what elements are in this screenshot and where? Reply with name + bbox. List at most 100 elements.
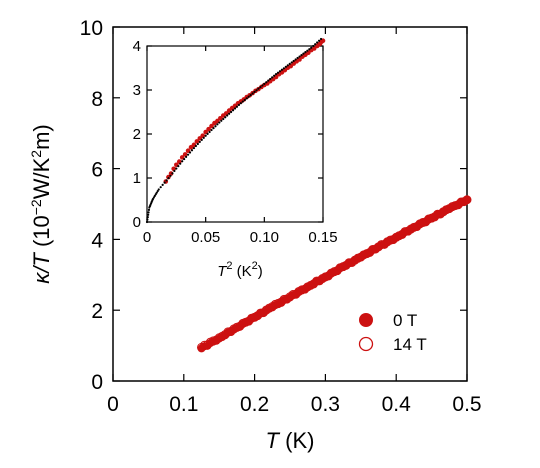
inset-fit-point xyxy=(314,43,317,46)
inset-fit-point xyxy=(153,194,156,197)
inset-fit-point xyxy=(298,55,301,58)
inset-fit-point xyxy=(308,48,311,51)
main-point-14t xyxy=(279,294,289,304)
inset-y-tick-label: 0 xyxy=(133,214,141,231)
inset-fit-point xyxy=(265,81,268,84)
main-point-14t xyxy=(285,292,295,302)
main-series xyxy=(197,195,472,353)
main-point-14t xyxy=(438,207,448,217)
inset-fit-point xyxy=(261,84,264,87)
inset-fit-point xyxy=(280,68,284,71)
main-x-axis-title: T (K) xyxy=(266,428,315,453)
main-x-tick-label: 0.5 xyxy=(452,393,481,416)
inset-x-tick-label: 0 xyxy=(143,229,151,246)
main-point-14t xyxy=(347,257,357,267)
main-point-14t xyxy=(323,271,333,281)
main-point-14t xyxy=(344,258,354,268)
main-point-14t xyxy=(385,235,395,245)
main-point-14t xyxy=(374,242,383,252)
inset-fit-point xyxy=(190,149,194,152)
main-point-14t xyxy=(258,308,268,318)
inset-fit-point xyxy=(226,114,229,117)
inset-point-s0 xyxy=(194,139,200,144)
inset-fit-point xyxy=(317,39,321,42)
main-point-14t xyxy=(371,244,381,254)
inset-fit-point xyxy=(312,44,315,48)
inset-fit-point xyxy=(294,58,297,61)
main-point-14t xyxy=(309,279,319,289)
inset-fit-point xyxy=(177,165,180,168)
inset-point-s0 xyxy=(218,115,223,121)
inset-x-axis-title: T2 (K2) xyxy=(217,260,263,280)
inset-fit-point xyxy=(247,95,250,98)
inset-fit-point xyxy=(155,191,158,194)
inset-fit-point xyxy=(206,132,209,135)
inset-fit-point xyxy=(284,65,287,68)
inset-fit-point xyxy=(310,46,313,49)
inset-fit-point xyxy=(214,125,217,128)
inset-fit-point xyxy=(231,109,235,112)
main-y-tick-label: 2 xyxy=(91,300,103,323)
inset-fit-point xyxy=(273,74,276,77)
inset-tick-labels: 0 0.05 0.10 0.15 0 1 2 3 4 xyxy=(133,38,338,246)
inset-fit-point xyxy=(239,102,242,105)
inset-fit-point xyxy=(274,73,278,76)
inset-point-s0 xyxy=(182,152,188,157)
inset-fit-point xyxy=(235,105,239,108)
inset-x-tick-label: 0.05 xyxy=(191,229,220,246)
inset-point-s0 xyxy=(209,123,214,129)
main-point-14t xyxy=(199,340,209,350)
main-point-14t xyxy=(288,290,298,300)
main-y-axis-title: κ/T (10−2W/K2m) xyxy=(28,124,54,283)
inset-fit-point xyxy=(292,59,295,63)
inset-fit-point xyxy=(147,211,150,214)
inset-fit-point xyxy=(259,85,262,89)
inset-fit-point xyxy=(316,41,319,44)
inset-fit-point xyxy=(228,112,231,115)
inset-fit-point xyxy=(200,138,203,141)
inset-fit-point xyxy=(319,37,323,41)
main-x-tick-label: 0.1 xyxy=(169,393,198,416)
inset-fit-point xyxy=(151,198,154,201)
main-point-14t xyxy=(368,245,378,255)
inset-fit-point xyxy=(198,140,201,144)
inset-fit-point xyxy=(196,142,199,146)
inset-y-tick-label: 2 xyxy=(133,126,141,143)
main-point-14t xyxy=(253,311,263,321)
main-point-14t xyxy=(456,197,466,207)
main-point-14t xyxy=(376,240,386,250)
inset-fit-point xyxy=(253,90,256,94)
main-x-tick-label: 0.3 xyxy=(311,393,340,416)
main-y-tick-label: 0 xyxy=(91,371,103,394)
inset-fit-point xyxy=(269,77,272,81)
inset-fit-point xyxy=(163,181,166,184)
inset-fit-point xyxy=(204,134,207,137)
main-point-14t xyxy=(350,255,360,265)
inset-fit-point xyxy=(185,155,188,158)
inset-fit-point xyxy=(165,179,168,182)
inset-fit-point xyxy=(216,123,219,126)
main-point-14t xyxy=(223,327,233,337)
inset-y-tick-label: 4 xyxy=(133,38,141,55)
inset-plot: 0 0.05 0.10 0.15 0 1 2 3 4 T2 (K2) xyxy=(133,37,338,280)
inset-fit-point xyxy=(152,196,155,199)
inset-fit-point xyxy=(212,127,215,130)
inset-fit-point xyxy=(156,189,159,193)
inset-fit-point xyxy=(208,130,211,134)
legend-marker-0t xyxy=(359,313,373,327)
inset-fit-point xyxy=(249,94,252,97)
inset-x-tick-label: 0.15 xyxy=(308,229,337,246)
inset-fit-point xyxy=(175,167,178,170)
inset-fit-point xyxy=(282,67,285,70)
main-point-14t xyxy=(341,260,351,270)
inset-fit-point xyxy=(181,160,184,163)
inset-fit-point xyxy=(167,176,170,180)
inset-y-tick-label: 3 xyxy=(133,82,141,99)
inset-fit-point xyxy=(202,136,205,139)
inset-fit-point xyxy=(267,79,270,82)
inset-x-tick-label: 0.10 xyxy=(250,229,279,246)
inset-fit-point xyxy=(306,49,309,52)
